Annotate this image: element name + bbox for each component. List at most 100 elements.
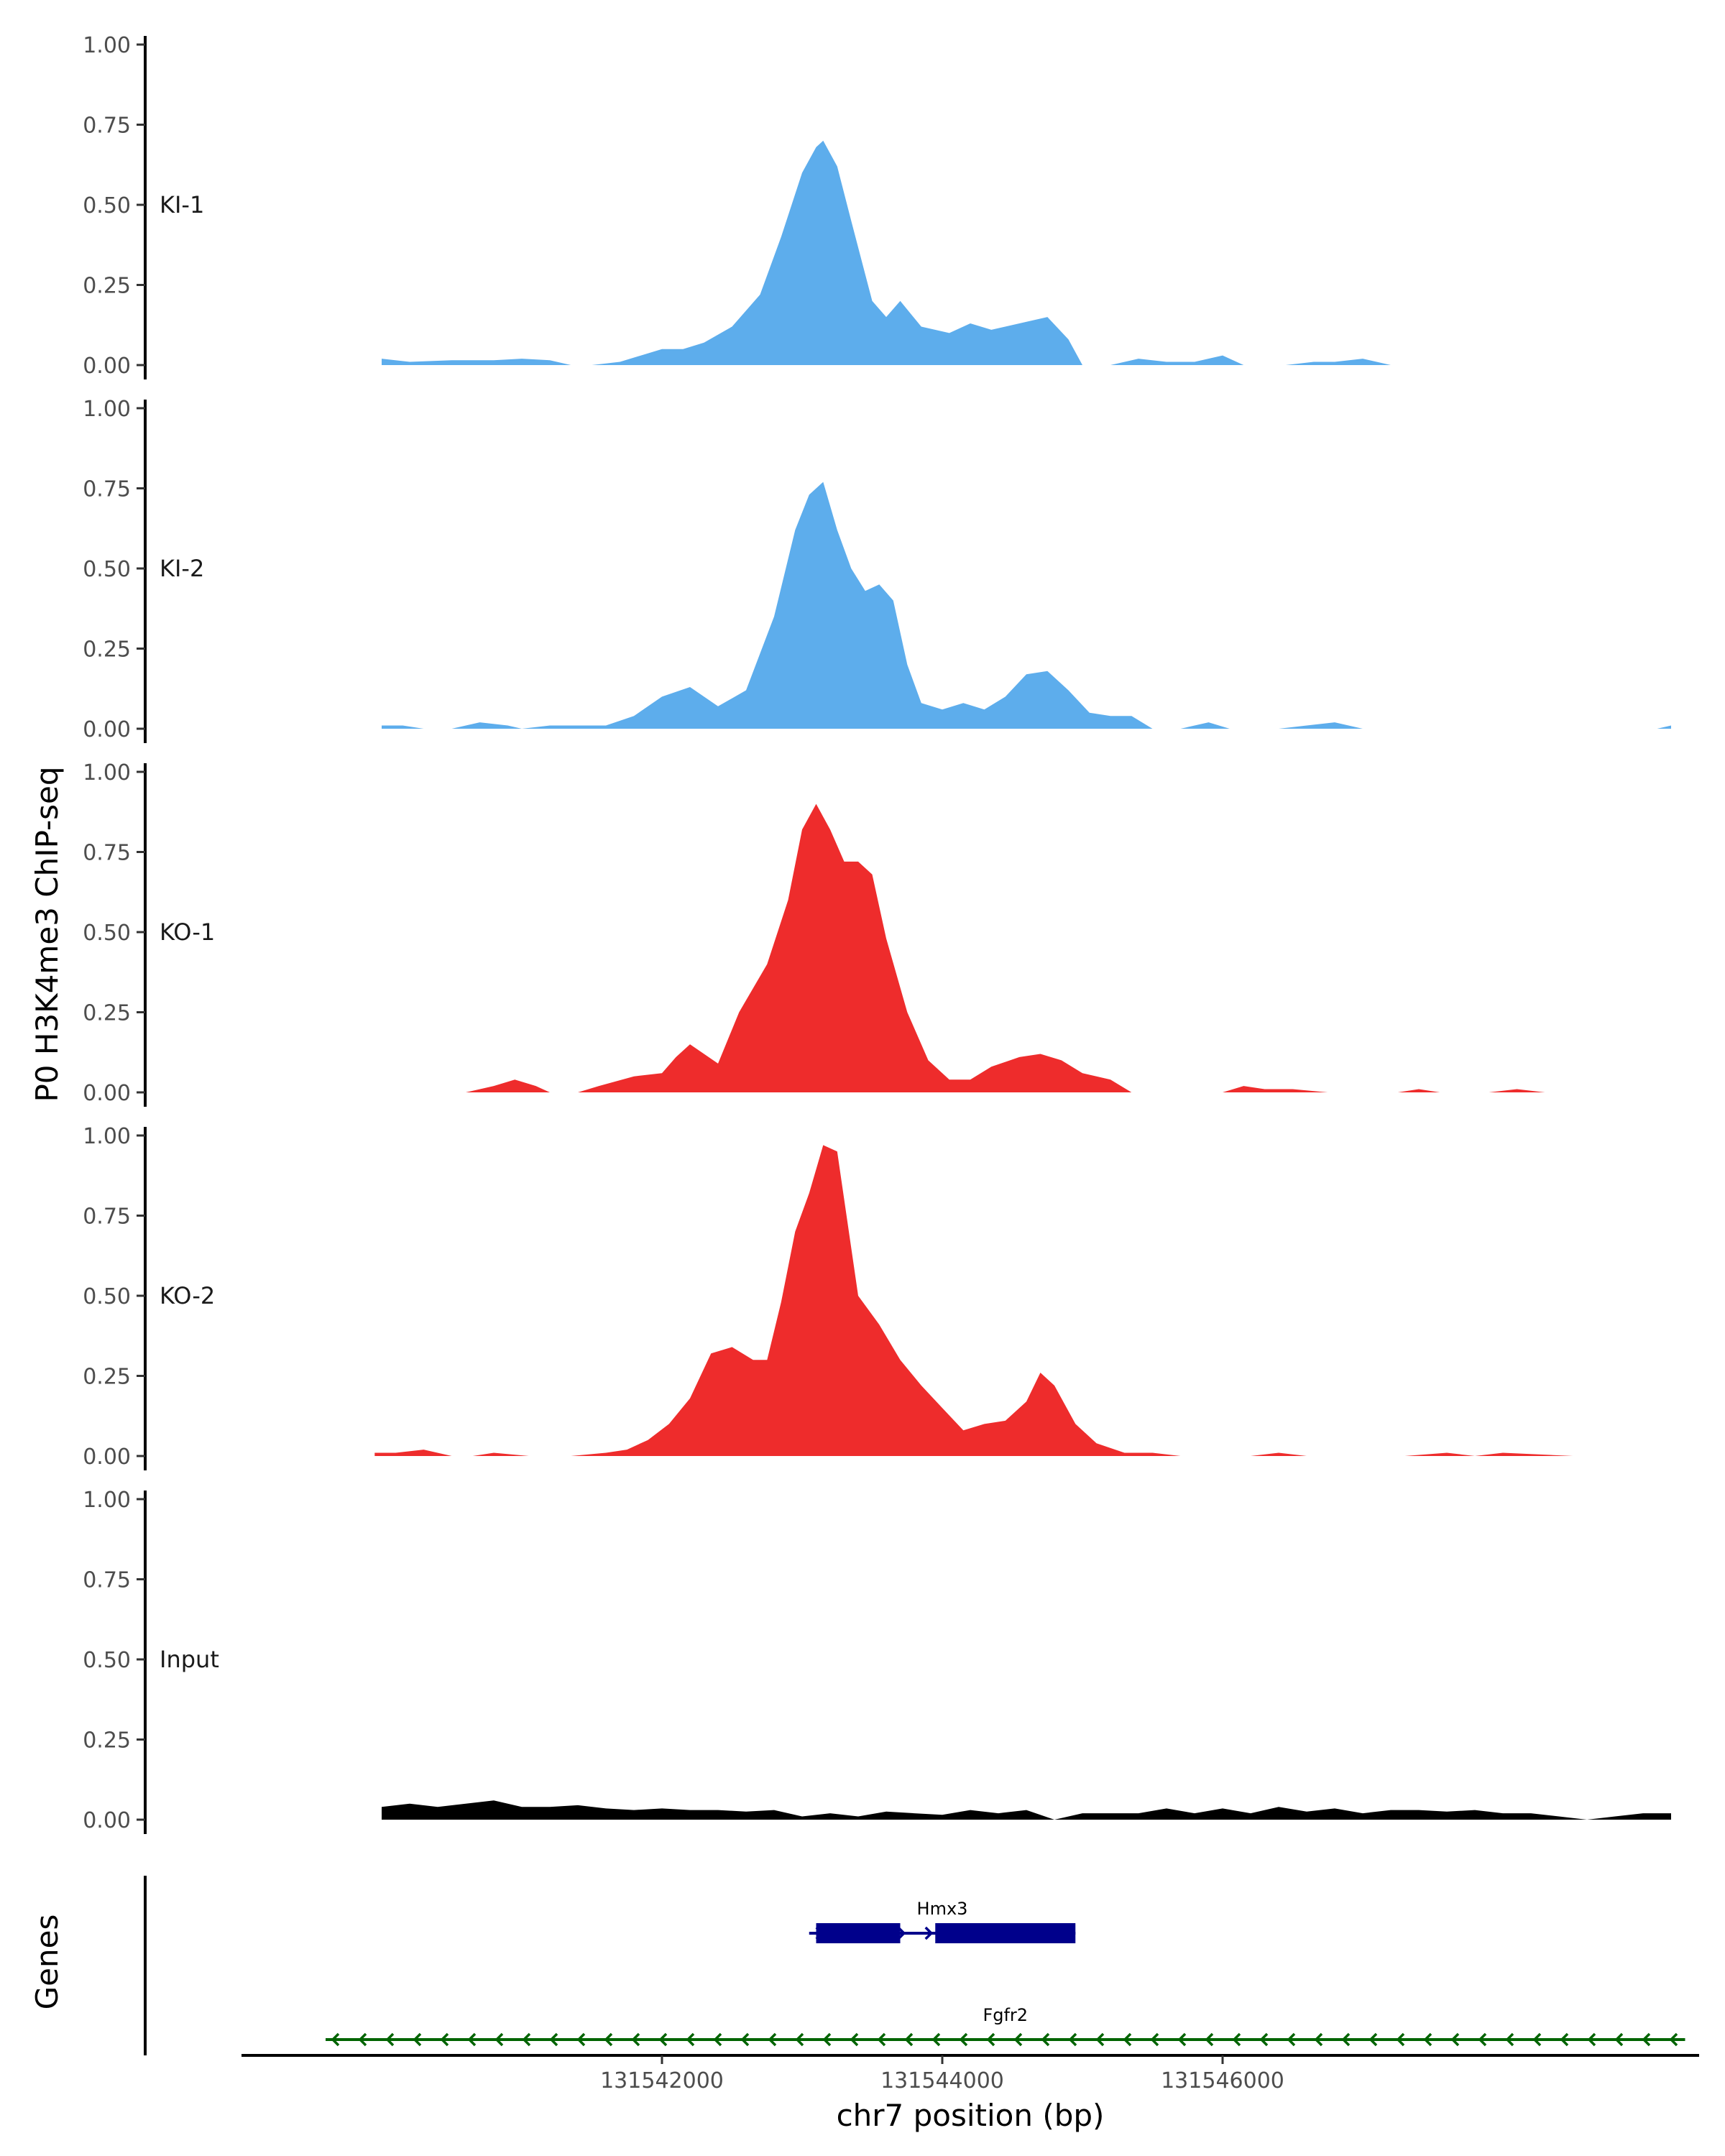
y-tick-label: 0.75 <box>83 841 131 866</box>
y-tick-label: 0.00 <box>83 1445 131 1470</box>
y-tick-label: 0.25 <box>83 274 131 299</box>
y-tick-label: 0.75 <box>83 1204 131 1230</box>
gene-strand-arrow <box>1396 2032 1405 2047</box>
gene-strand-arrow <box>740 2032 750 2047</box>
x-axis-title: chr7 position (bp) <box>837 2098 1105 2133</box>
track-ki-1: 0.00 0.25 0.50 0.75 1.00 KI-1 <box>83 33 1391 379</box>
gene-strand-arrow <box>1123 2032 1132 2047</box>
gene-strand-arrow <box>1259 2032 1269 2047</box>
gene-strand-arrow <box>1041 2032 1050 2047</box>
y-axis-title: P0 H3K4me3 ChIP-seq <box>29 766 65 1102</box>
track-label-ki-1: KI-1 <box>160 191 204 218</box>
gene-strand-arrow <box>358 2032 367 2047</box>
track-ki-2: 0.00 0.25 0.50 0.75 1.00 KI-2 <box>83 397 1671 743</box>
track-label-ko-1: KO-1 <box>160 918 215 946</box>
x-tick-label: 131542000 <box>600 2068 724 2093</box>
y-tick-label: 0.25 <box>83 1001 131 1026</box>
gene-strand-arrow <box>1013 2032 1023 2047</box>
gene-strand-arrow <box>1068 2032 1077 2047</box>
gene-panel: Hmx3 Fgfr2 <box>144 1876 1699 2057</box>
gene-strand-arrow <box>986 2032 995 2047</box>
y-tick-label: 0.00 <box>83 354 131 379</box>
y-tick-label: 1.00 <box>83 760 131 786</box>
x-tick-label: 131546000 <box>1161 2068 1284 2093</box>
gene-strand-arrow <box>822 2032 832 2047</box>
y-tick-label: 0.75 <box>83 1568 131 1593</box>
gene-strand-arrow <box>713 2032 722 2047</box>
y-tick-label: 0.00 <box>83 717 131 742</box>
gene-strand-arrow <box>413 2032 422 2047</box>
gene-strand-arrow <box>467 2032 477 2047</box>
y-tick-label: 0.50 <box>83 557 131 582</box>
gene-strand-arrow <box>850 2032 859 2047</box>
gene-strand-arrow <box>1341 2032 1351 2047</box>
y-tick-label: 0.25 <box>83 1728 131 1754</box>
y-tick-label: 0.50 <box>83 193 131 218</box>
y-tick-label: 0.00 <box>83 1081 131 1106</box>
track-ko-1: 0.00 0.25 0.50 0.75 1.00 KO-1 <box>83 760 1545 1107</box>
y-tick-label: 0.75 <box>83 477 131 502</box>
gene-exon-hmx3 <box>935 1923 1076 1943</box>
gene-strand-arrow <box>1095 2032 1105 2047</box>
gene-strand-arrow <box>1177 2032 1187 2047</box>
gene-strand-arrow <box>959 2032 968 2047</box>
y-tick-label: 0.50 <box>83 921 131 946</box>
gene-strand-arrow <box>522 2032 531 2047</box>
coverage-area-ki-2 <box>382 482 1671 729</box>
track-label-ko-2: KO-2 <box>160 1282 215 1309</box>
gene-strand-arrow <box>1532 2032 1542 2047</box>
gene-strand-arrow <box>331 2032 340 2047</box>
gene-strand-arrow <box>877 2032 886 2047</box>
gene-strand-arrow <box>1669 2032 1678 2047</box>
gene-strand-arrow <box>932 2032 941 2047</box>
coverage-area-ko-1 <box>466 803 1545 1092</box>
coverage-area-ki-1 <box>382 140 1391 366</box>
genes-axis-title: Genes <box>29 1915 65 2010</box>
track-label-input: Input <box>160 1646 219 1673</box>
x-axis-ticks: 131542000 131544000 131546000 <box>600 2055 1284 2093</box>
gene-strand-arrow <box>1423 2032 1432 2047</box>
gene-strand-arrow <box>494 2032 504 2047</box>
gene-strand-arrow <box>1614 2032 1624 2047</box>
gene-strand-arrow <box>904 2032 914 2047</box>
gene-strand-arrow <box>1368 2032 1378 2047</box>
y-tick-label: 1.00 <box>83 397 131 422</box>
gene-strand-arrow <box>1232 2032 1241 2047</box>
coverage-area-input <box>382 1800 1671 1820</box>
y-tick-label: 0.25 <box>83 1365 131 1390</box>
track-ko-2: 0.00 0.25 0.50 0.75 1.00 KO-2 <box>83 1124 1573 1470</box>
track-input: 0.00 0.25 0.50 0.75 1.00 Input <box>83 1488 1671 1834</box>
gene-strand-arrow <box>1505 2032 1514 2047</box>
gene-strand-arrow <box>1314 2032 1323 2047</box>
gene-strand-arrow <box>768 2032 777 2047</box>
gene-strand-arrow <box>1287 2032 1296 2047</box>
gene-strand-arrow <box>576 2032 586 2047</box>
gene-strand-arrow <box>1478 2032 1487 2047</box>
coverage-area-ko-2 <box>374 1145 1573 1456</box>
y-tick-label: 0.50 <box>83 1284 131 1309</box>
y-tick-label: 0.25 <box>83 637 131 663</box>
gene-strand-arrow <box>1560 2032 1569 2047</box>
gene-strand-arrow <box>1642 2032 1651 2047</box>
gene-strand-arrow <box>604 2032 613 2047</box>
gene-strand-arrow <box>1150 2032 1159 2047</box>
gene-strand-arrow <box>1587 2032 1596 2047</box>
gene-strand-arrow <box>385 2032 395 2047</box>
track-label-ki-2: KI-2 <box>160 555 204 582</box>
y-tick-label: 1.00 <box>83 33 131 58</box>
gene-strand-arrow <box>1450 2032 1460 2047</box>
gene-strand-arrow <box>658 2032 668 2047</box>
x-tick-label: 131544000 <box>880 2068 1004 2093</box>
y-tick-label: 0.00 <box>83 1808 131 1833</box>
gene-strand-arrow <box>631 2032 640 2047</box>
gene-strand-arrow <box>549 2032 558 2047</box>
gene-strand-arrow <box>795 2032 804 2047</box>
gene-label-fgfr2: Fgfr2 <box>983 2005 1028 2025</box>
gene-strand-arrow <box>1205 2032 1214 2047</box>
y-tick-label: 1.00 <box>83 1488 131 1513</box>
y-tick-label: 0.50 <box>83 1648 131 1673</box>
gene-strand-arrow <box>924 1926 934 1940</box>
gene-strand-arrow <box>440 2032 449 2047</box>
y-tick-label: 0.75 <box>83 114 131 139</box>
